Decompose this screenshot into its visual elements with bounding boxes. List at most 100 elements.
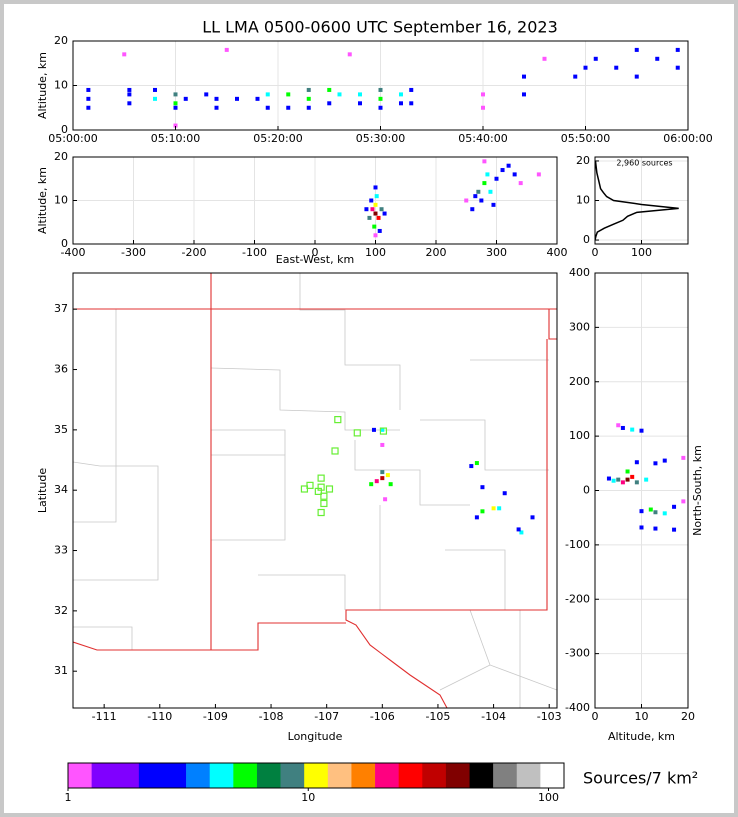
source-density [286, 92, 291, 97]
y-tick-label: 20 [54, 34, 68, 47]
source-density [377, 228, 382, 233]
colorbar-tick-label: 10 [301, 791, 315, 804]
source-density [675, 47, 680, 52]
source-density [367, 215, 372, 220]
source-density [522, 74, 526, 79]
y-tick-label: -100 [565, 538, 590, 551]
source-density [378, 105, 383, 110]
x-tick-label: 0 [312, 246, 319, 259]
station [300, 485, 309, 493]
source-density [616, 477, 621, 482]
source-density [86, 105, 91, 110]
county-line [73, 626, 133, 650]
y-tick-label: 35 [54, 423, 68, 436]
source-density [681, 499, 686, 504]
y-tick-label: 0 [61, 123, 68, 136]
source-density [306, 96, 311, 101]
colorbar-label: Sources/7 km² [583, 769, 698, 788]
x-tick-label: -104 [481, 710, 506, 723]
station [379, 427, 388, 435]
source-density [473, 194, 478, 199]
source-density [500, 168, 505, 173]
plot-area [595, 273, 688, 708]
annotation: 2,960 sources [616, 159, 672, 168]
source-density [639, 428, 644, 433]
source-density [625, 469, 630, 474]
source-density [306, 105, 311, 110]
source-density [494, 176, 499, 181]
colorbar-swatch [398, 763, 423, 788]
x-axis-label: Longitude [288, 730, 343, 743]
station [306, 481, 314, 489]
station [320, 499, 328, 508]
colorbar-swatch [375, 763, 399, 788]
colorbar-swatch [162, 763, 187, 788]
x-tick-label: 05:50:00 [561, 132, 610, 145]
source-density [376, 215, 381, 220]
source-density [639, 525, 644, 530]
y-tick-label: 37 [54, 302, 68, 315]
source-density [479, 198, 484, 203]
source-density [358, 101, 362, 106]
source-density [482, 159, 487, 164]
source-density [409, 101, 414, 106]
axes-frame [72, 272, 558, 709]
source-density [86, 96, 91, 101]
source-density [337, 92, 342, 97]
source-density [380, 442, 385, 447]
source-density [399, 101, 403, 106]
x-tick-label: 200 [426, 246, 447, 259]
source-density [380, 427, 385, 432]
y-tick-label: 400 [569, 266, 590, 279]
source-density [480, 509, 485, 514]
source-density [634, 480, 639, 485]
source-density [224, 47, 229, 52]
x-tick-label: -200 [182, 246, 207, 259]
source-density [469, 464, 474, 469]
source-density [173, 105, 178, 110]
y-tick-label: 0 [61, 237, 68, 250]
x-tick-label: -400 [61, 246, 86, 259]
source-density [482, 181, 487, 186]
source-density [378, 96, 383, 101]
source-density [634, 74, 639, 79]
source-density [620, 480, 625, 485]
source-density [373, 202, 378, 207]
source-density [378, 87, 383, 92]
x-tick-label: -106 [370, 710, 395, 723]
source-density [512, 172, 517, 177]
y-tick-label: 33 [54, 544, 68, 557]
colorbar-swatch [138, 763, 163, 788]
axes-frame [594, 156, 689, 245]
y-tick-label: 200 [569, 375, 590, 388]
x-tick-label: -300 [121, 246, 146, 259]
x-tick-label: 06:00:00 [663, 132, 712, 145]
x-tick-label: 100 [365, 246, 386, 259]
source-density [662, 511, 667, 516]
colorbar-tick-label: 1 [65, 791, 72, 804]
source-density [506, 163, 511, 168]
source-density [183, 96, 188, 101]
source-density [662, 458, 667, 463]
source-density [516, 527, 521, 532]
colorbar-swatch [327, 763, 352, 788]
axes-frame [594, 272, 689, 709]
y-tick-label: 300 [569, 320, 590, 333]
source-density [653, 526, 658, 531]
colorbar-swatch [469, 763, 494, 788]
county-line [354, 440, 470, 506]
chart-title: LL LMA 0500-0600 UTC September 16, 2023 [202, 18, 558, 37]
source-density [630, 474, 635, 479]
x-tick-label: 05:40:00 [458, 132, 507, 145]
colorbar-swatch [209, 763, 234, 788]
y-tick-label: -200 [565, 592, 590, 605]
y-tick-label: 10 [54, 194, 68, 207]
source-density [630, 427, 635, 432]
source-density [358, 92, 362, 97]
source-density [286, 105, 291, 110]
y-axis-label: Altitude, km [36, 167, 49, 234]
source-density [255, 96, 260, 101]
source-density [593, 56, 598, 61]
source-density [536, 172, 541, 177]
